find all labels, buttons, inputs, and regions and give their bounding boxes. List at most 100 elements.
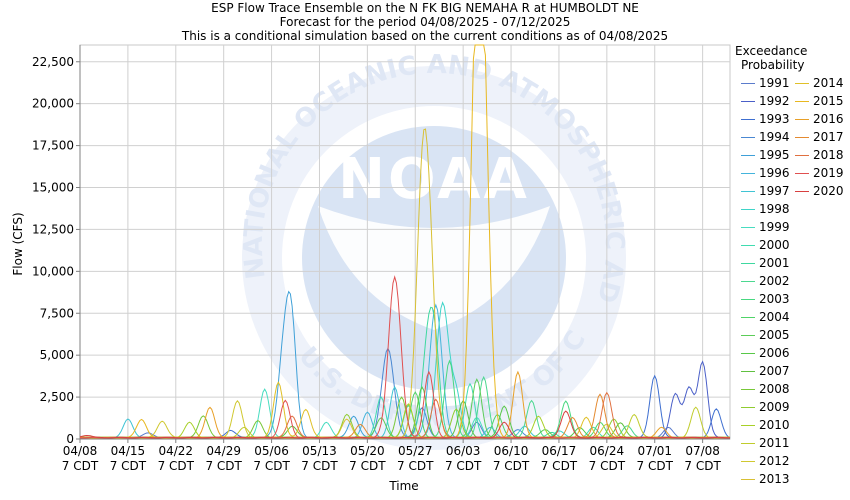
legend-item-2009: 2009 <box>741 398 790 416</box>
legend-swatch <box>741 227 755 228</box>
series-lines <box>79 44 731 439</box>
legend-swatch <box>741 173 755 174</box>
legend-label: 2018 <box>813 148 844 162</box>
x-tick-label-time: 7 CDT <box>445 459 482 473</box>
legend-title-line1: Exceedance <box>735 44 808 58</box>
y-tick-label: 10,000 <box>32 264 74 278</box>
legend-item-2002: 2002 <box>741 272 790 290</box>
noaa-watermark: NATIONAL OCEANIC AND ATMOSPHERIC ADMINIS… <box>0 0 629 450</box>
legend-swatch <box>741 317 755 318</box>
legend-item-1999: 1999 <box>741 218 790 236</box>
legend-item-2018: 2018 <box>795 146 844 164</box>
legend-swatch <box>795 191 809 192</box>
legend-swatch <box>795 137 809 138</box>
legend-item-2011: 2011 <box>741 434 790 452</box>
y-tick-label: 22,500 <box>32 55 74 69</box>
legend-swatch <box>741 299 755 300</box>
legend-label: 2003 <box>759 292 790 306</box>
x-tick-label-time: 7 CDT <box>493 459 530 473</box>
x-tick-label-time: 7 CDT <box>205 459 242 473</box>
x-tick-label-time: 7 CDT <box>110 459 147 473</box>
legend-label: 2019 <box>813 166 844 180</box>
chart-titles: ESP Flow Trace Ensemble on the N FK BIG … <box>0 0 850 43</box>
legend-label: 2011 <box>759 436 790 450</box>
grid <box>79 44 731 440</box>
legend-label: 2007 <box>759 364 790 378</box>
legend-item-2006: 2006 <box>741 344 790 362</box>
watermark-ring <box>242 66 626 450</box>
legend-swatch <box>741 389 755 390</box>
x-axis-label: Time <box>388 479 418 493</box>
legend-label: 1993 <box>759 112 790 126</box>
legend-title-line2: Probability <box>741 58 805 72</box>
legend-swatch <box>741 281 755 282</box>
legend-item-1993: 1993 <box>741 110 790 128</box>
y-tick-label: 7,500 <box>40 306 74 320</box>
x-tick-label-date: 05/06 <box>254 444 289 458</box>
legend-item-2017: 2017 <box>795 128 844 146</box>
legend-swatch <box>795 155 809 156</box>
legend-item-2005: 2005 <box>741 326 790 344</box>
legend-swatch <box>741 155 755 156</box>
x-tick-label-date: 05/20 <box>350 444 385 458</box>
legend-swatch <box>741 245 755 246</box>
y-tick-label: 5,000 <box>40 348 74 362</box>
legend-item-2016: 2016 <box>795 110 844 128</box>
legend-label: 2000 <box>759 238 790 252</box>
legend-label: 2016 <box>813 112 844 126</box>
legend-swatch <box>741 371 755 372</box>
legend-swatch <box>741 407 755 408</box>
legend-label: 2014 <box>813 76 844 90</box>
legend-label: 1994 <box>759 130 790 144</box>
legend-label: 2005 <box>759 328 790 342</box>
legend-swatch <box>741 191 755 192</box>
legend-swatch <box>741 443 755 444</box>
legend-label: 2015 <box>813 94 844 108</box>
legend-item-1997: 1997 <box>741 182 790 200</box>
legend-label: 1992 <box>759 94 790 108</box>
x-tick-label-date: 04/08 <box>63 444 98 458</box>
y-tick-label: 20,000 <box>32 97 74 111</box>
legend-label: 2010 <box>759 418 790 432</box>
y-tick-label: 12,500 <box>32 222 74 236</box>
x-tick-label-date: 04/22 <box>158 444 193 458</box>
x-tick-label-time: 7 CDT <box>301 459 338 473</box>
legend-swatch <box>741 353 755 354</box>
legend-title: Exceedance Probability <box>735 44 847 72</box>
legend-label: 2013 <box>759 472 790 486</box>
legend-item-2004: 2004 <box>741 308 790 326</box>
x-tick-label-date: 07/01 <box>637 444 672 458</box>
legend-label: 2002 <box>759 274 790 288</box>
legend-item-2001: 2001 <box>741 254 790 272</box>
legend-item-2019: 2019 <box>795 164 844 182</box>
y-tick-label: 15,000 <box>32 181 74 195</box>
legend-label: 2020 <box>813 184 844 198</box>
x-tick-label-date: 06/24 <box>590 444 625 458</box>
watermark-gull-shape <box>318 206 550 330</box>
legend-swatch <box>795 119 809 120</box>
x-tick-label-time: 7 CDT <box>349 459 386 473</box>
legend-item-1998: 1998 <box>741 200 790 218</box>
x-tick-label-time: 7 CDT <box>684 459 721 473</box>
x-tick-label-time: 7 CDT <box>541 459 578 473</box>
legend-item-1991: 1991 <box>741 74 790 92</box>
x-tick-label-date: 04/29 <box>206 444 241 458</box>
legend-swatch <box>741 263 755 264</box>
legend: Exceedance Probability 1991 1992 1993 1994 1… <box>735 44 847 486</box>
axes: 0 2,500 5,000 7,500 10,000 12,500 15,000 17,500… <box>32 45 730 473</box>
legend-label: 2001 <box>759 256 790 270</box>
x-tick-label-time: 7 CDT <box>158 459 195 473</box>
legend-label: 2012 <box>759 454 790 468</box>
legend-item-2015: 2015 <box>795 92 844 110</box>
legend-label: 2004 <box>759 310 790 324</box>
y-tick-label: 2,500 <box>40 390 74 404</box>
legend-label: 1996 <box>759 166 790 180</box>
chart-title: ESP Flow Trace Ensemble on the N FK BIG … <box>211 1 639 15</box>
x-tick-label-date: 07/08 <box>685 444 720 458</box>
legend-item-2000: 2000 <box>741 236 790 254</box>
x-tick-label-date: 05/27 <box>398 444 433 458</box>
x-tick-label-time: 7 CDT <box>62 459 99 473</box>
y-axis-label: Flow (CFS) <box>11 212 25 275</box>
series-line-2020 <box>79 410 731 439</box>
